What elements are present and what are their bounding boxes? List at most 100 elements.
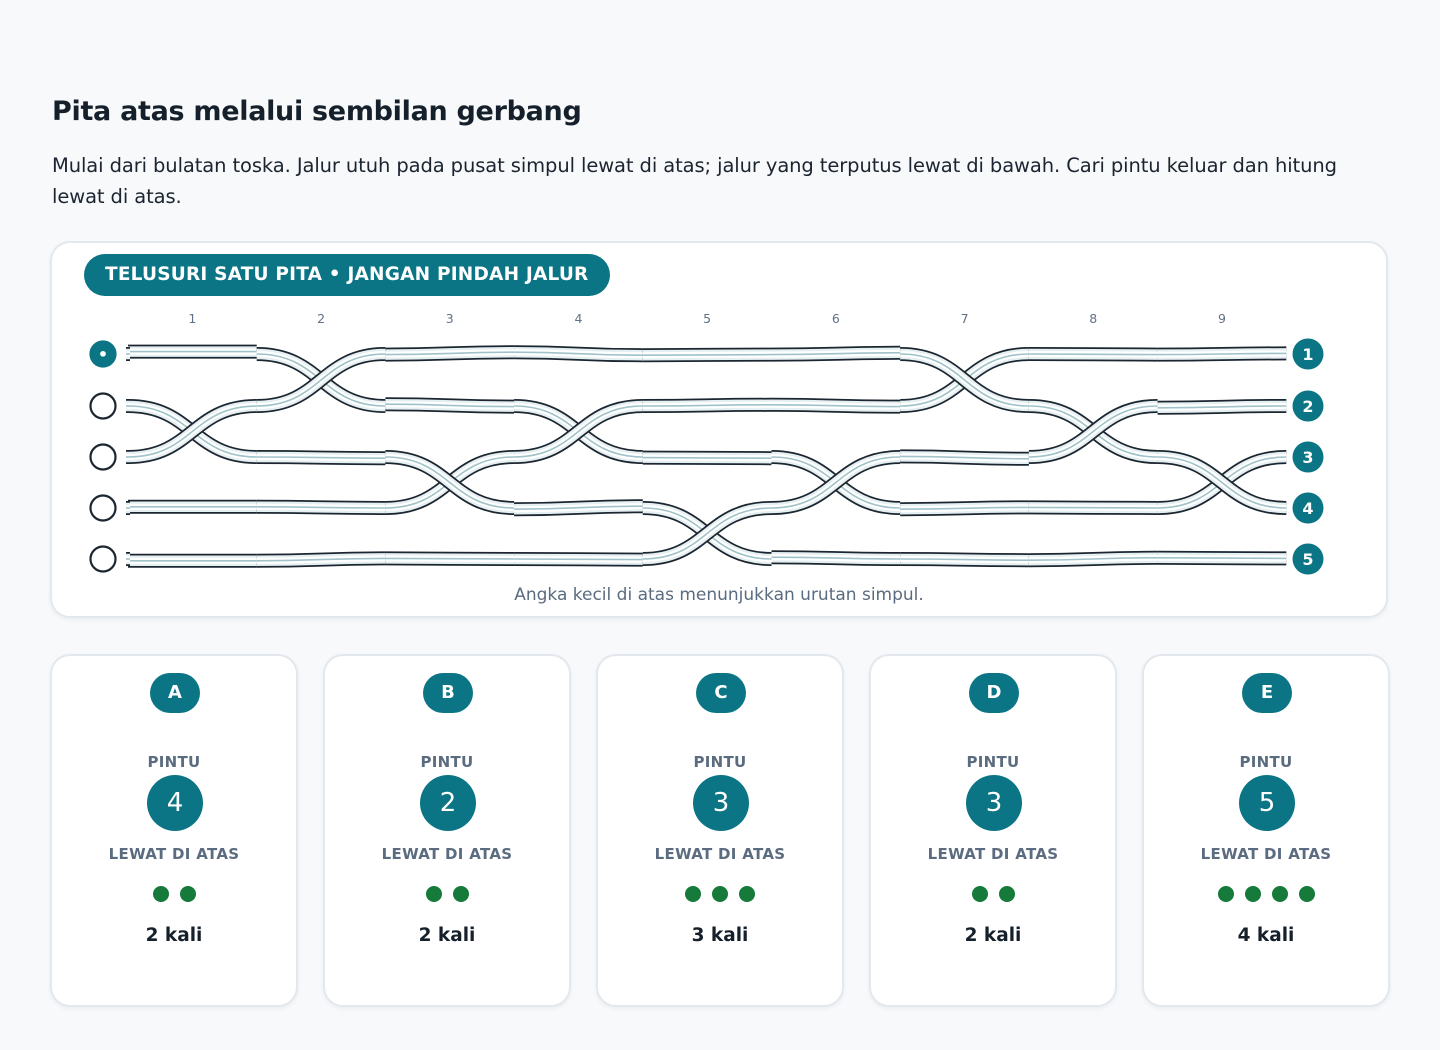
ribbon-segment — [1157, 550, 1287, 566]
ribbon-over — [1157, 450, 1287, 515]
door-label: PINTU — [966, 753, 1020, 771]
ribbon-segment — [1028, 347, 1158, 362]
gate-label: 4 — [574, 311, 582, 326]
ribbon-segment — [642, 347, 772, 363]
option-card-e[interactable]: E PINTU 5 LEWAT DI ATAS 4 kali — [1142, 654, 1390, 1007]
door-number: 4 — [147, 775, 203, 831]
gate-label: 2 — [317, 311, 325, 326]
over-dot — [739, 886, 755, 902]
trace-rule-badge: TELUSURI SATU PITA • JANGAN PINDAH JALUR — [84, 254, 610, 296]
ribbon-over — [899, 347, 1030, 413]
ribbon-segment — [256, 551, 386, 568]
door-label: PINTU — [1239, 753, 1293, 771]
door-label: PINTU — [147, 753, 201, 771]
ribbon-over — [127, 399, 257, 464]
ribbon-over — [771, 450, 901, 515]
over-dot — [1244, 886, 1261, 902]
exit-door-4: 4 — [1292, 492, 1324, 524]
over-dots — [1144, 886, 1388, 904]
ribbon-segment — [256, 499, 386, 515]
over-dot — [1298, 886, 1315, 902]
ribbon-segment — [900, 449, 1029, 466]
start-marker-dot: • — [98, 345, 108, 364]
exit-door-label: 3 — [1302, 448, 1313, 467]
ribbon-segment — [385, 551, 515, 566]
ribbon-segment — [1157, 346, 1287, 362]
puzzle-instructions: Mulai dari bulatan toska. Jalur utuh pad… — [52, 154, 1337, 208]
ribbon-over — [513, 399, 644, 464]
option-letter: E — [1242, 673, 1292, 713]
option-card-d[interactable]: D PINTU 3 LEWAT DI ATAS 2 kali — [869, 654, 1117, 1007]
ribbon-segment — [514, 345, 643, 363]
ribbon-over — [385, 450, 515, 515]
over-dots — [325, 886, 569, 904]
entry-circle — [89, 443, 117, 471]
ribbon-segment — [1157, 399, 1287, 415]
gate-label: 9 — [1218, 311, 1226, 326]
over-dots — [598, 886, 842, 904]
over-count: 4 kali — [1237, 925, 1295, 946]
ribbon-segment — [771, 550, 901, 566]
ribbon-segment — [900, 552, 1029, 568]
option-card-b[interactable]: B PINTU 2 LEWAT DI ATAS 2 kali — [323, 654, 571, 1007]
gate-label: 7 — [961, 311, 969, 326]
ribbon-segment — [514, 552, 643, 567]
over-dot — [998, 886, 1015, 902]
door-number: 5 — [1239, 775, 1295, 831]
exit-door-5: 5 — [1292, 543, 1324, 575]
gate-label: 8 — [1089, 311, 1097, 326]
ribbon-segment — [385, 397, 515, 414]
gate-label: 1 — [188, 311, 196, 326]
option-card-a[interactable]: A PINTU 4 LEWAT DI ATAS 2 kali — [50, 654, 298, 1007]
exit-door-label: 2 — [1302, 397, 1313, 416]
over-count: 2 kali — [418, 925, 476, 946]
over-dot — [179, 886, 196, 902]
over-dot — [425, 886, 442, 902]
option-letter: D — [969, 673, 1019, 713]
ribbon-segment — [1028, 500, 1158, 515]
over-label: LEWAT DI ATAS — [654, 845, 786, 863]
ribbon-segment — [642, 397, 772, 413]
ribbon-segment — [900, 500, 1029, 517]
door-number: 3 — [693, 775, 749, 831]
over-dots — [52, 886, 296, 904]
entry-circle — [89, 494, 117, 522]
exit-door-label: 4 — [1302, 499, 1313, 518]
puzzle-title: Pita atas melalui sembilan gerbang — [52, 96, 582, 127]
ribbon-segment — [1028, 550, 1158, 568]
door-number: 3 — [966, 775, 1022, 831]
entry-circle — [89, 545, 117, 573]
gate-label: 5 — [703, 311, 711, 326]
over-label: LEWAT DI ATAS — [108, 845, 240, 863]
door-label: PINTU — [420, 753, 474, 771]
braid-panel: TELUSURI SATU PITA • JANGAN PINDAH JALUR… — [50, 241, 1388, 618]
gate-label: 3 — [446, 311, 454, 326]
over-dot — [1271, 886, 1288, 902]
over-dot — [452, 886, 469, 902]
exit-door-label: 5 — [1302, 550, 1313, 569]
over-label: LEWAT DI ATAS — [1200, 845, 1332, 863]
over-dot — [1217, 886, 1234, 902]
ribbon-segment — [514, 499, 643, 517]
ribbon-over — [1028, 399, 1158, 464]
gate-label: 6 — [832, 311, 840, 326]
over-dot — [712, 886, 728, 902]
exit-door-2: 2 — [1292, 390, 1324, 422]
over-count: 2 kali — [145, 925, 203, 946]
ribbon-segment — [385, 345, 515, 362]
exit-door-1: 1 — [1292, 338, 1324, 370]
over-dot — [152, 886, 169, 902]
ribbon-segment — [771, 345, 901, 362]
over-dot — [971, 886, 988, 902]
option-letter: A — [150, 673, 200, 713]
ribbon-over — [642, 501, 772, 566]
start-marker: • — [89, 340, 117, 368]
over-label: LEWAT DI ATAS — [927, 845, 1059, 863]
ribbon-segment — [256, 450, 386, 466]
over-dot — [685, 886, 701, 902]
ribbon-segment — [771, 397, 901, 414]
option-letter: B — [423, 673, 473, 713]
over-label: LEWAT DI ATAS — [381, 845, 513, 863]
option-card-c[interactable]: C PINTU 3 LEWAT DI ATAS 3 kali — [596, 654, 844, 1007]
ribbon-segment — [642, 450, 772, 466]
